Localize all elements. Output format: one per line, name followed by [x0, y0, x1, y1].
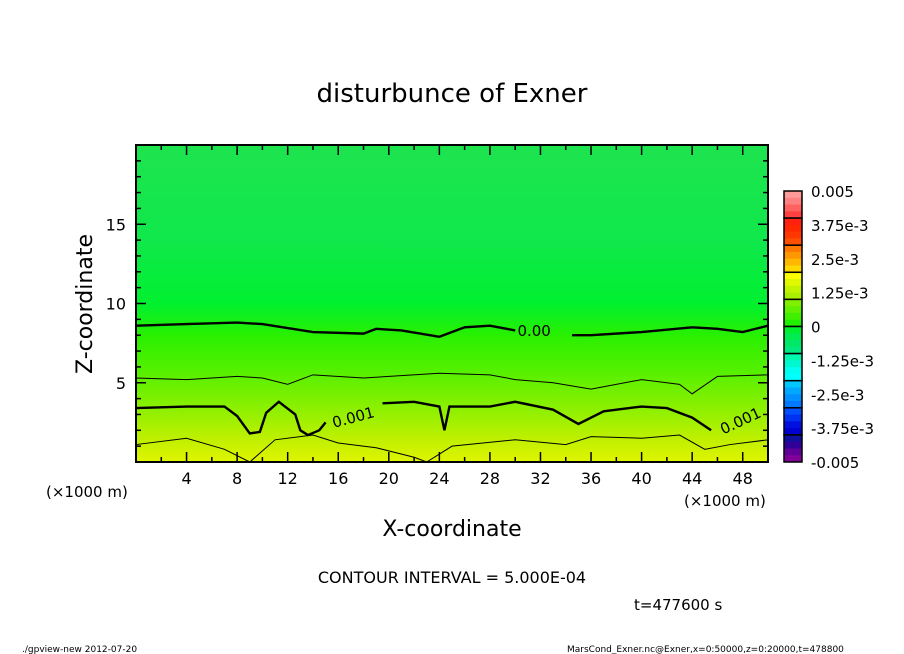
contour-line-0.001 [382, 400, 712, 432]
colorbar-swatch [784, 258, 802, 267]
x-tick-label: 32 [530, 469, 550, 488]
x-tick-label: 40 [631, 469, 651, 488]
colorbar-swatch [784, 367, 802, 375]
colorbar-block [783, 434, 803, 463]
colorbar-swatch [784, 353, 802, 361]
x-tick-label: 44 [682, 469, 702, 488]
colorbar-swatch [784, 197, 802, 206]
x-tick-label: 12 [278, 469, 298, 488]
colorbar-label: 1.25e-3 [811, 285, 869, 303]
x-tick-label: 4 [181, 469, 191, 488]
footer-left: ./gpview-new 2012-07-20 [22, 645, 137, 654]
colorbar-swatch [784, 346, 802, 355]
colorbar-swatch [784, 326, 802, 334]
contour-line-0 [572, 324, 769, 337]
colorbar-swatch [784, 279, 802, 287]
contour-line-0.0005 [135, 372, 769, 395]
colorbar-swatch [784, 312, 802, 321]
colorbar-swatch [784, 218, 802, 226]
colorbar-swatch [784, 224, 802, 233]
colorbar-swatch [784, 401, 802, 409]
y-tick-label: 5 [116, 374, 126, 393]
contour-line-0 [135, 321, 516, 339]
colorbar-swatch [784, 251, 802, 260]
time-label: t=477600 s [634, 596, 722, 614]
colorbar-swatch [784, 340, 802, 348]
chart-title: disturbunce of Exner [317, 79, 588, 109]
x-tick-label: 24 [429, 469, 449, 488]
colorbar-swatch [784, 414, 802, 422]
x-axis-label: X-coordinate [382, 517, 521, 542]
colorbar-swatch [784, 360, 802, 368]
colorbar-swatch [784, 319, 802, 327]
colorbar-swatch [784, 448, 802, 456]
colorbar-label: -2.5e-3 [811, 386, 864, 404]
colorbar-swatch [784, 428, 802, 436]
y-tick-label: 15 [106, 215, 126, 234]
colorbar-swatch [784, 204, 802, 212]
y-tick-label: 10 [106, 295, 126, 314]
colorbar-label: -0.005 [811, 454, 859, 472]
x-tick-label: 28 [480, 469, 500, 488]
colorbar-swatch [784, 421, 802, 429]
colorbar: 0.005 3.75e-3 2.5e-3 1.25e-3 0 -1.25e-3 -2.5e-… [783, 183, 874, 472]
colorbar-swatch [784, 373, 802, 382]
colorbar-swatch [784, 394, 802, 402]
contour-line-0.001 [135, 400, 327, 437]
colorbar-label: -3.75e-3 [811, 420, 874, 438]
colorbar-swatch [784, 380, 802, 388]
colorbar-label: 0.005 [811, 183, 854, 201]
colorbar-swatch [784, 285, 802, 294]
contour-interval: CONTOUR INTERVAL = 5.000E-04 [318, 568, 586, 587]
footer-right: MarsCond_Exner.nc@Exner,x=0:50000,z=0:20… [567, 645, 844, 654]
plot-frame [135, 144, 769, 463]
colorbar-swatch [784, 272, 802, 280]
x-tick-label: 36 [581, 469, 601, 488]
colorbar-swatch [784, 292, 802, 300]
x-tick-label: 16 [328, 469, 348, 488]
x-unit-left: (×1000 m) [46, 483, 128, 501]
colorbar-label: 2.5e-3 [811, 251, 859, 269]
colorbar-swatch [784, 333, 802, 341]
colorbar-label: 0 [811, 319, 821, 337]
colorbar-swatch [784, 441, 802, 449]
colorbar-swatch [784, 407, 802, 416]
colorbar-swatch [784, 265, 802, 273]
colorbar-swatch [784, 238, 802, 246]
colorbar-swatch [784, 306, 802, 314]
x-tick-label: 48 [733, 469, 753, 488]
x-unit-right: (×1000 m) [684, 492, 766, 510]
colorbar-swatch [784, 245, 802, 253]
colorbar-swatch [784, 387, 802, 395]
colorbar-label: -1.25e-3 [811, 352, 874, 370]
plot-area [136, 145, 768, 462]
x-tick-label: 8 [232, 469, 242, 488]
colorbar-swatch [784, 455, 802, 463]
colorbar-swatch [784, 231, 802, 239]
contour-label: 0.00 [517, 322, 550, 340]
colorbar-swatch [784, 299, 802, 307]
colorbar-swatch [784, 191, 802, 199]
x-tick-label: 20 [379, 469, 399, 488]
colorbar-swatch [784, 434, 802, 443]
colorbar-swatch [784, 211, 802, 219]
colorbar-label: 3.75e-3 [811, 217, 869, 235]
y-axis-label: Z-coordinate [73, 234, 98, 374]
